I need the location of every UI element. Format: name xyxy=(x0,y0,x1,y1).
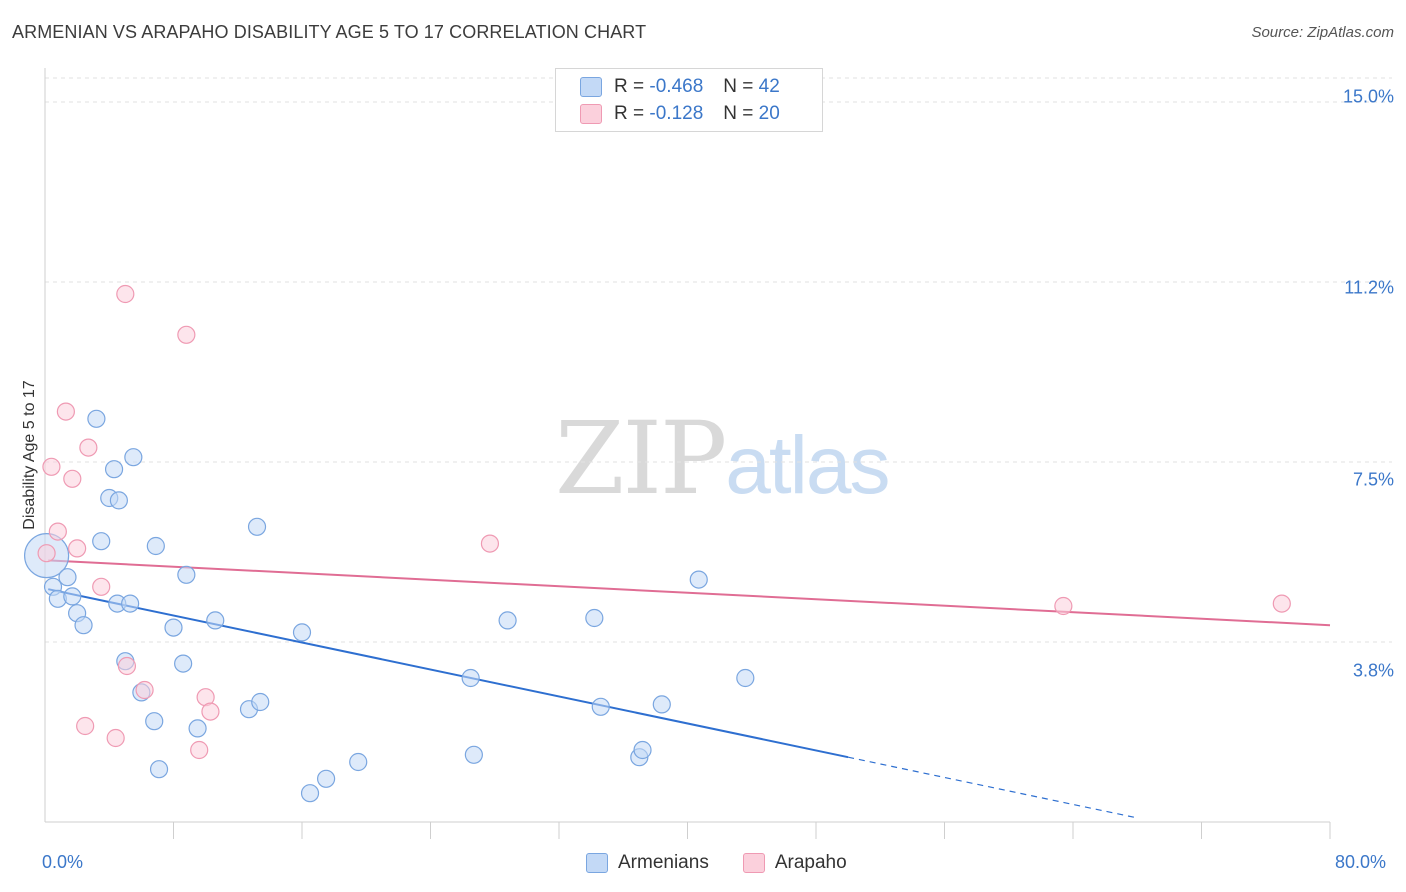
legend-row-armenians: R = -0.468 N = 42 xyxy=(580,75,780,99)
data-point xyxy=(349,752,368,772)
data-point xyxy=(736,668,755,688)
data-point xyxy=(1272,594,1291,613)
data-point xyxy=(124,448,143,467)
data-point xyxy=(177,565,196,584)
data-point xyxy=(48,522,67,541)
data-point xyxy=(87,409,106,428)
data-point xyxy=(56,402,75,421)
data-point xyxy=(109,491,128,510)
data-point xyxy=(316,769,336,788)
x-tick-label: 80.0% xyxy=(1335,852,1387,872)
data-point xyxy=(145,712,164,731)
legend-n-value: 42 xyxy=(758,76,780,97)
trend-line-extension xyxy=(848,756,1138,819)
legend-swatch-pink xyxy=(580,104,602,124)
data-point xyxy=(689,570,708,589)
data-point xyxy=(292,623,312,642)
legend-swatch-blue xyxy=(580,77,602,97)
data-point xyxy=(591,697,610,716)
data-point xyxy=(92,532,111,551)
data-point xyxy=(247,517,267,536)
source-label: Source: ZipAtlas.com xyxy=(1251,24,1394,41)
data-point xyxy=(190,740,209,760)
data-points xyxy=(24,284,1291,803)
legend-item-armenians[interactable]: Armenians xyxy=(586,852,709,874)
legend-n-label: N = xyxy=(723,76,754,97)
gridlines xyxy=(45,77,1392,643)
data-point xyxy=(146,536,165,556)
data-point xyxy=(63,469,82,488)
data-point xyxy=(177,325,196,344)
legend-label: Armenians xyxy=(618,852,709,873)
data-point xyxy=(461,668,480,688)
legend-r-value: -0.468 xyxy=(649,76,704,97)
legend-n-label: N = xyxy=(723,103,754,124)
x-tick-label: 0.0% xyxy=(42,852,84,872)
data-point xyxy=(498,611,517,630)
trend-line xyxy=(48,559,1331,627)
data-point xyxy=(164,618,183,637)
axes xyxy=(44,68,1331,839)
data-point xyxy=(1054,596,1073,616)
data-point xyxy=(63,587,82,606)
data-point xyxy=(76,716,95,736)
legend-label: Arapaho xyxy=(774,852,847,873)
y-axis-label: Disability Age 5 to 17 xyxy=(21,380,38,530)
data-point xyxy=(135,680,154,700)
data-point xyxy=(251,692,270,712)
data-point xyxy=(652,695,671,714)
data-point xyxy=(149,760,169,779)
data-point xyxy=(58,568,77,587)
y-tick-label: 15.0% xyxy=(1342,86,1394,107)
data-point xyxy=(464,745,483,764)
data-point xyxy=(104,460,124,479)
data-point xyxy=(42,457,61,476)
legend-r-value: -0.128 xyxy=(649,103,704,124)
legend-swatch-blue xyxy=(586,853,608,873)
data-point xyxy=(79,438,98,457)
data-point xyxy=(188,719,207,738)
y-tick-label: 7.5% xyxy=(1352,469,1394,490)
data-point xyxy=(74,616,93,635)
data-point xyxy=(68,539,87,558)
legend-r-label: R = xyxy=(614,103,645,124)
legend-item-arapaho[interactable]: Arapaho xyxy=(742,852,847,874)
correlation-legend: R = -0.468 N = 42 R = -0.128 N = 20 xyxy=(555,68,823,132)
data-point xyxy=(480,534,500,553)
data-point xyxy=(106,728,125,748)
legend-n-value: 20 xyxy=(758,103,780,124)
data-point xyxy=(92,577,111,596)
data-point xyxy=(633,740,652,760)
trend-line xyxy=(48,588,849,759)
y-tick-label: 3.8% xyxy=(1352,660,1394,681)
series-legend: Armenians Arapaho xyxy=(586,852,881,874)
data-point xyxy=(116,284,135,304)
chart-title: ARMENIAN VS ARAPAHO DISABILITY AGE 5 TO … xyxy=(12,22,647,42)
legend-swatch-pink xyxy=(742,853,765,873)
data-point xyxy=(206,611,225,630)
data-point xyxy=(121,594,140,613)
data-point xyxy=(201,702,220,721)
data-point xyxy=(37,544,56,563)
legend-row-arapaho: R = -0.128 N = 20 xyxy=(580,102,780,126)
data-point xyxy=(174,654,193,673)
data-point xyxy=(585,608,604,628)
legend-r-label: R = xyxy=(614,76,645,97)
trend-lines xyxy=(48,559,1331,819)
data-point xyxy=(117,656,137,676)
y-tick-label: 11.2% xyxy=(1344,277,1394,298)
data-point xyxy=(300,784,320,803)
